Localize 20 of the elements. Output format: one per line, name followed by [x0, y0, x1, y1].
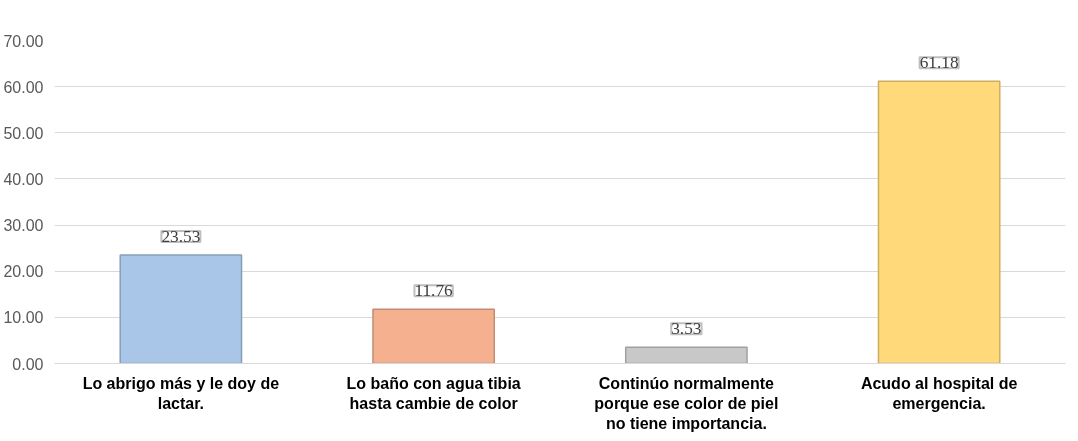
y-tick-label: 50.00	[3, 124, 44, 142]
y-tick-label: 60.00	[3, 78, 44, 96]
data-label: 11.76	[414, 281, 454, 301]
data-label: 3.53	[671, 319, 702, 339]
y-tick-label: 40.00	[3, 170, 44, 188]
bar	[624, 346, 748, 364]
bar	[119, 254, 243, 364]
bar	[877, 80, 1001, 364]
x-tick-label: Continúo normalmente porque ese color de piel no tiene importancia.	[594, 374, 779, 433]
x-tick-label: Lo abrigo más y le doy de lactar.	[82, 374, 280, 412]
x-tick-label: Lo baño con agua tibia hasta cambie de color	[346, 374, 521, 412]
y-tick-label: 20.00	[3, 263, 44, 281]
data-label: 23.53	[161, 226, 201, 246]
x-tick-label: Acudo al hospital de emergencia.	[860, 374, 1018, 412]
y-tick-label: 0.00	[12, 355, 44, 373]
bar	[372, 308, 496, 364]
y-tick-label: 70.00	[3, 32, 44, 50]
data-label: 61.18	[919, 53, 959, 73]
y-tick-label: 10.00	[3, 309, 44, 327]
y-tick-label: 30.00	[3, 217, 44, 235]
